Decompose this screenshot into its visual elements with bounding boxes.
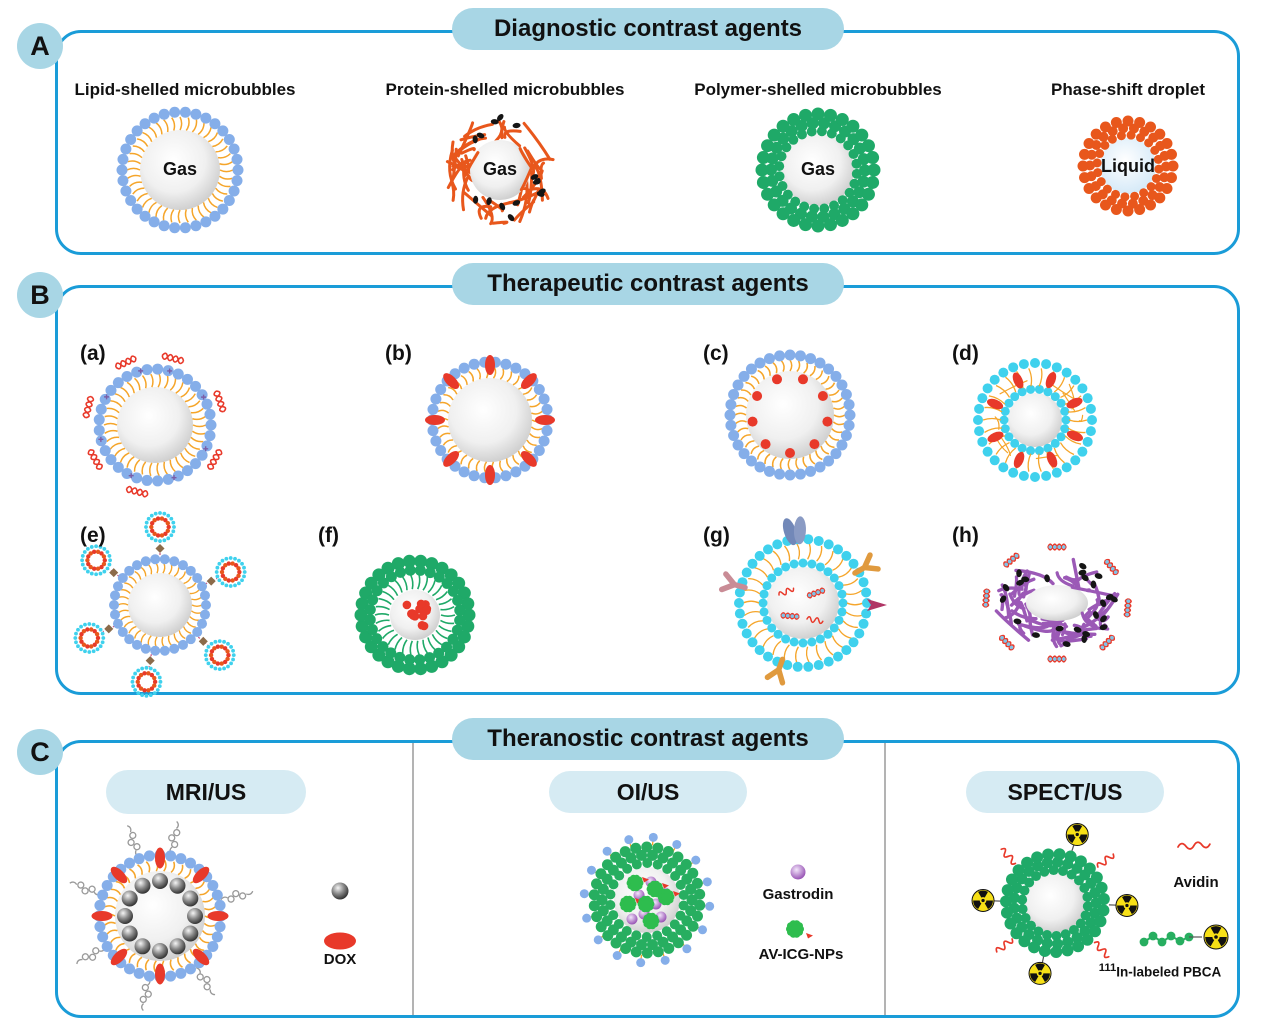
label-phase-shift-droplet: Phase-shift droplet [1051,80,1205,99]
panel-b-badge: B [17,272,63,318]
item-label-a: (a) [80,342,106,365]
in111-pbca-chain-icon [1136,916,1240,965]
panel-c-title: Theranostic contrast agents [452,718,844,760]
polymer-microbubble-icon [748,100,888,245]
section-title-spect-us: SPECT/US [966,771,1164,813]
section-divider-right [884,743,886,1015]
section-title-mri-us: MRI/US [106,770,306,814]
legend-label-av-icg-nps: AV-ICG-NPs [758,946,844,963]
nucleic-acid-surface-microbubble-icon [75,345,235,510]
gastrodin-sphere-icon [785,859,811,890]
core-label-gas-3: Gas [800,159,836,179]
mri-us-microbubble-icon [62,818,258,1019]
legend-label-dox: DOX [323,951,357,968]
item-label-e: (e) [80,524,106,547]
item-label-d: (d) [952,342,979,365]
legend-label-in111-sup: 111 [1098,962,1117,974]
liposome-loaded-microbubble-icon [60,505,260,710]
label-lipid-microbubbles: Lipid-shelled microbubbles [74,80,296,99]
section-title-oi-us: OI/US [549,771,747,813]
iron-oxide-nanoparticle-icon [323,874,357,913]
panel-a-badge: A [17,23,63,69]
panel-a-title: Diagnostic contrast agents [452,8,844,50]
item-label-c: (c) [703,342,729,365]
bilayer-drug-microbubble-icon [960,345,1110,500]
legend-label-pbca-text: In-labeled PBCA [1116,964,1222,980]
item-label-g: (g) [703,524,730,547]
legend-label-avidin: Avidin [1173,874,1219,891]
core-label-gas-1: Gas [162,159,198,179]
core-label-liquid: Liquid [1101,156,1155,176]
section-divider-left [412,743,414,1015]
item-label-f: (f) [318,524,339,547]
phase-shift-droplet-icon [1068,106,1188,231]
polymer-drug-core-microbubble-icon [340,540,490,695]
panel-b-title: Therapeutic contrast agents [452,263,844,305]
protein-microbubble-icon [430,100,570,245]
item-label-b: (b) [385,342,412,365]
label-protein-microbubbles: Protein-shelled microbubbles [385,80,625,99]
av-icg-nanoparticle-icon [780,916,820,949]
dox-drug-icon [318,929,362,958]
oi-us-microbubble-icon [557,810,737,995]
avidin-strand-icon [1172,836,1218,863]
label-polymer-microbubbles: Polymer-shelled microbubbles [694,80,942,99]
antibody-targeted-microbubble-icon [713,513,893,698]
drug-inside-shell-microbubble-icon [710,335,870,500]
polymer-nucleic-acid-microbubble-icon [962,528,1152,683]
drug-in-shell-microbubble-icon [410,340,570,505]
legend-label-gastrodin: Gastrodin [762,886,834,903]
legend-label-in111-pbca: 111In-labeled PBCA [1078,962,1242,980]
spect-us-microbubble-icon [958,806,1152,1005]
panel-c-badge: C [17,729,63,775]
lipid-microbubble-icon [110,100,250,245]
core-label-gas-2: Gas [482,159,518,179]
item-label-h: (h) [952,524,979,547]
